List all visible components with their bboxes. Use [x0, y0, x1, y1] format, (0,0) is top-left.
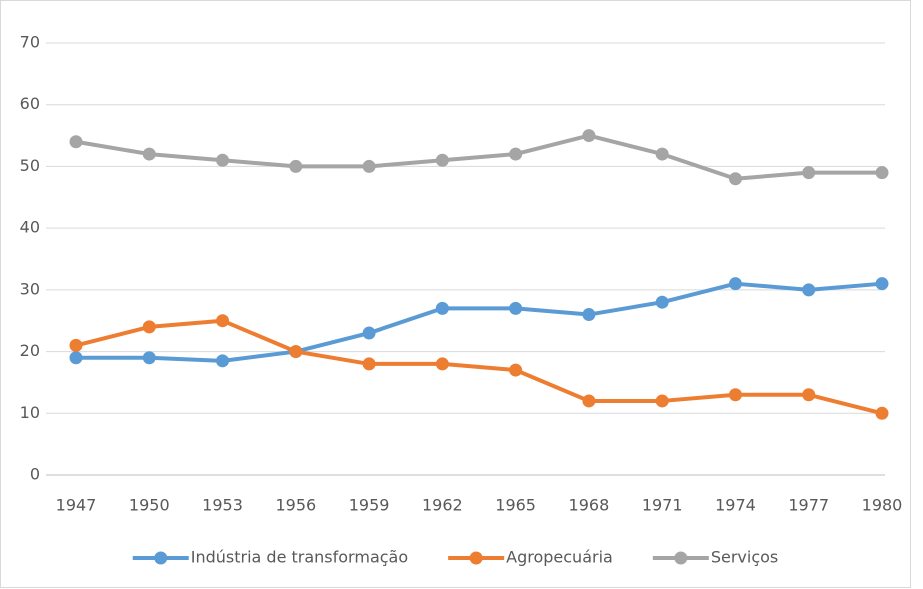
- x-tick-label: 1980: [862, 496, 903, 515]
- data-point: [142, 147, 156, 161]
- data-point: [362, 159, 376, 173]
- data-point: [435, 301, 449, 315]
- y-tick-label: 0: [30, 465, 40, 484]
- data-point: [435, 153, 449, 167]
- data-point: [362, 357, 376, 371]
- data-point: [582, 394, 596, 408]
- x-tick-label: 1959: [349, 496, 390, 515]
- data-point: [802, 166, 816, 180]
- x-tick-label: 1971: [642, 496, 683, 515]
- legend-marker: [154, 551, 168, 565]
- y-tick-label: 60: [20, 94, 40, 113]
- legend-label: Serviços: [711, 548, 778, 567]
- data-point: [216, 314, 230, 328]
- x-tick-label: 1953: [202, 496, 243, 515]
- x-tick-label: 1962: [422, 496, 463, 515]
- data-point: [875, 166, 889, 180]
- data-point: [509, 301, 523, 315]
- data-point: [435, 357, 449, 371]
- x-tick-label: 1965: [495, 496, 536, 515]
- y-tick-label: 20: [20, 341, 40, 360]
- x-tick-label: 1956: [275, 496, 316, 515]
- x-tick-label: 1950: [129, 496, 170, 515]
- y-tick-label: 10: [20, 403, 40, 422]
- data-point: [875, 406, 889, 420]
- data-point: [582, 129, 596, 143]
- data-point: [728, 172, 742, 186]
- y-tick-label: 50: [20, 156, 40, 175]
- series-line: [76, 281, 883, 363]
- data-point: [509, 147, 523, 161]
- legend-label: Indústria de transformação: [191, 548, 408, 567]
- legend-label: Agropecuária: [506, 548, 613, 567]
- data-point: [582, 308, 596, 322]
- data-point: [728, 388, 742, 402]
- data-point: [142, 320, 156, 334]
- data-point: [655, 295, 669, 309]
- series-line: [75, 133, 882, 181]
- y-tick-label: 70: [20, 33, 40, 52]
- data-point: [802, 388, 816, 402]
- data-point: [216, 153, 230, 167]
- x-tick-label: 1968: [569, 496, 610, 515]
- series-line: [75, 318, 883, 416]
- data-point: [142, 351, 156, 365]
- data-point: [875, 277, 889, 291]
- data-point: [289, 159, 303, 173]
- data-point: [69, 338, 83, 352]
- data-point: [69, 135, 83, 149]
- data-point: [655, 394, 669, 408]
- x-tick-label: 1974: [715, 496, 756, 515]
- x-tick-label: 1977: [788, 496, 829, 515]
- x-tick-label: 1947: [56, 496, 97, 515]
- data-point: [69, 351, 83, 365]
- data-point: [509, 363, 523, 377]
- data-point: [728, 277, 742, 291]
- y-tick-label: 30: [20, 279, 40, 298]
- legend-marker: [469, 551, 483, 565]
- y-tick-label: 40: [20, 218, 40, 237]
- data-point: [216, 354, 230, 368]
- data-point: [289, 345, 303, 359]
- data-point: [802, 283, 816, 297]
- data-point: [655, 147, 669, 161]
- data-point: [362, 326, 376, 340]
- legend-marker: [674, 551, 688, 565]
